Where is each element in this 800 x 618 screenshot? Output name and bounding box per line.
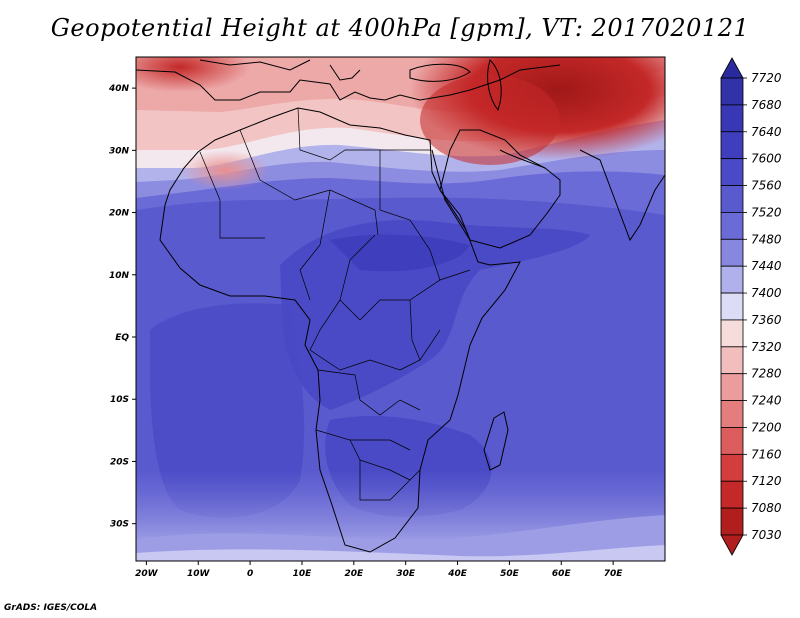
lon-tick-label: 10W: [187, 569, 211, 579]
colorbar-swatch: [720, 292, 744, 321]
colorbar-level-label: 7120: [751, 474, 782, 488]
colorbar-swatch: [720, 104, 744, 133]
colorbar-level-label: 7240: [751, 394, 782, 408]
colorbar-swatch: [720, 346, 744, 375]
colorbar-level-label: 7600: [751, 152, 782, 166]
longitude-axis: 20W 10W 0 10E 20E 30E 40E 50E 60E 70E: [135, 561, 623, 579]
colorbar-level-label: 7200: [751, 420, 782, 434]
colorbar-swatch: [720, 131, 744, 160]
colorbar-swatch: [720, 212, 744, 240]
colorbar-level-label: 7480: [751, 232, 782, 246]
colorbar-swatch: [720, 238, 744, 267]
lon-tick-label: 50E: [500, 569, 520, 579]
colorbar-level-label: 7560: [751, 179, 782, 193]
colorbar-level-label: 7080: [751, 501, 782, 515]
geopotential-field: [136, 57, 665, 561]
colorbar-swatch: [720, 265, 744, 294]
lon-tick-label: 30E: [396, 569, 416, 579]
lat-tick-label: 10N: [109, 271, 130, 281]
colorbar-level-label: 7520: [751, 205, 782, 219]
colorbar-level-label: 7280: [751, 367, 782, 381]
colorbar-swatch: [720, 319, 744, 348]
lon-tick-label: 10E: [293, 569, 313, 579]
colorbar: 7720 7680 7640 7600 7560 7520 7480 7440 7400 7360…: [720, 57, 782, 556]
colorbar-level-label: 7030: [751, 528, 782, 542]
colorbar-top-arrow: [720, 57, 744, 79]
colorbar-level-label: 7320: [751, 340, 782, 354]
colorbar-swatch: [720, 453, 744, 482]
colorbar-swatch: [720, 480, 744, 509]
colorbar-swatch: [720, 427, 744, 455]
colorbar-level-label: 7440: [751, 259, 782, 273]
latitude-axis: 40N 30N 20N 10N EQ 10S 20S 30S: [108, 84, 136, 530]
lat-tick-label: 30N: [109, 146, 130, 156]
lat-tick-label: 40N: [108, 84, 130, 94]
lon-tick-label: 20E: [344, 569, 364, 579]
colorbar-level-label: 7160: [751, 447, 782, 461]
coastlines: [136, 59, 665, 553]
lon-tick-label: 20W: [135, 569, 159, 579]
lat-tick-label: 30S: [110, 520, 129, 530]
colorbar-swatch: [720, 158, 744, 186]
lat-tick-label: 20N: [109, 209, 130, 219]
lon-tick-label: 40E: [447, 569, 468, 579]
country-borders: [199, 107, 471, 501]
colorbar-level-label: 7680: [751, 98, 782, 112]
lat-tick-label: 10S: [110, 395, 129, 405]
colorbar-level-label: 7720: [751, 71, 782, 85]
colorbar-level-label: 7640: [751, 125, 782, 139]
colorbar-level-label: 7400: [751, 286, 782, 300]
lon-tick-label: 70E: [604, 569, 624, 579]
lon-tick-label: 60E: [552, 569, 572, 579]
lon-tick-label: 0: [247, 569, 253, 579]
plot-frame: [135, 56, 666, 562]
colorbar-swatch: [720, 400, 744, 428]
colorbar-swatch: [720, 507, 744, 536]
colorbar-swatch: [720, 373, 744, 401]
colorbar-bottom-arrow: [720, 534, 744, 556]
lat-tick-label: 20S: [110, 457, 129, 467]
map-title: Geopotential Height at 400hPa [gpm], VT:…: [50, 14, 750, 42]
grads-credit: GrADS: IGES/COLA: [4, 603, 98, 613]
lat-tick-label: EQ: [115, 333, 129, 343]
colorbar-swatch: [720, 185, 744, 213]
colorbar-swatch: [720, 77, 744, 106]
colorbar-level-label: 7360: [751, 313, 782, 327]
